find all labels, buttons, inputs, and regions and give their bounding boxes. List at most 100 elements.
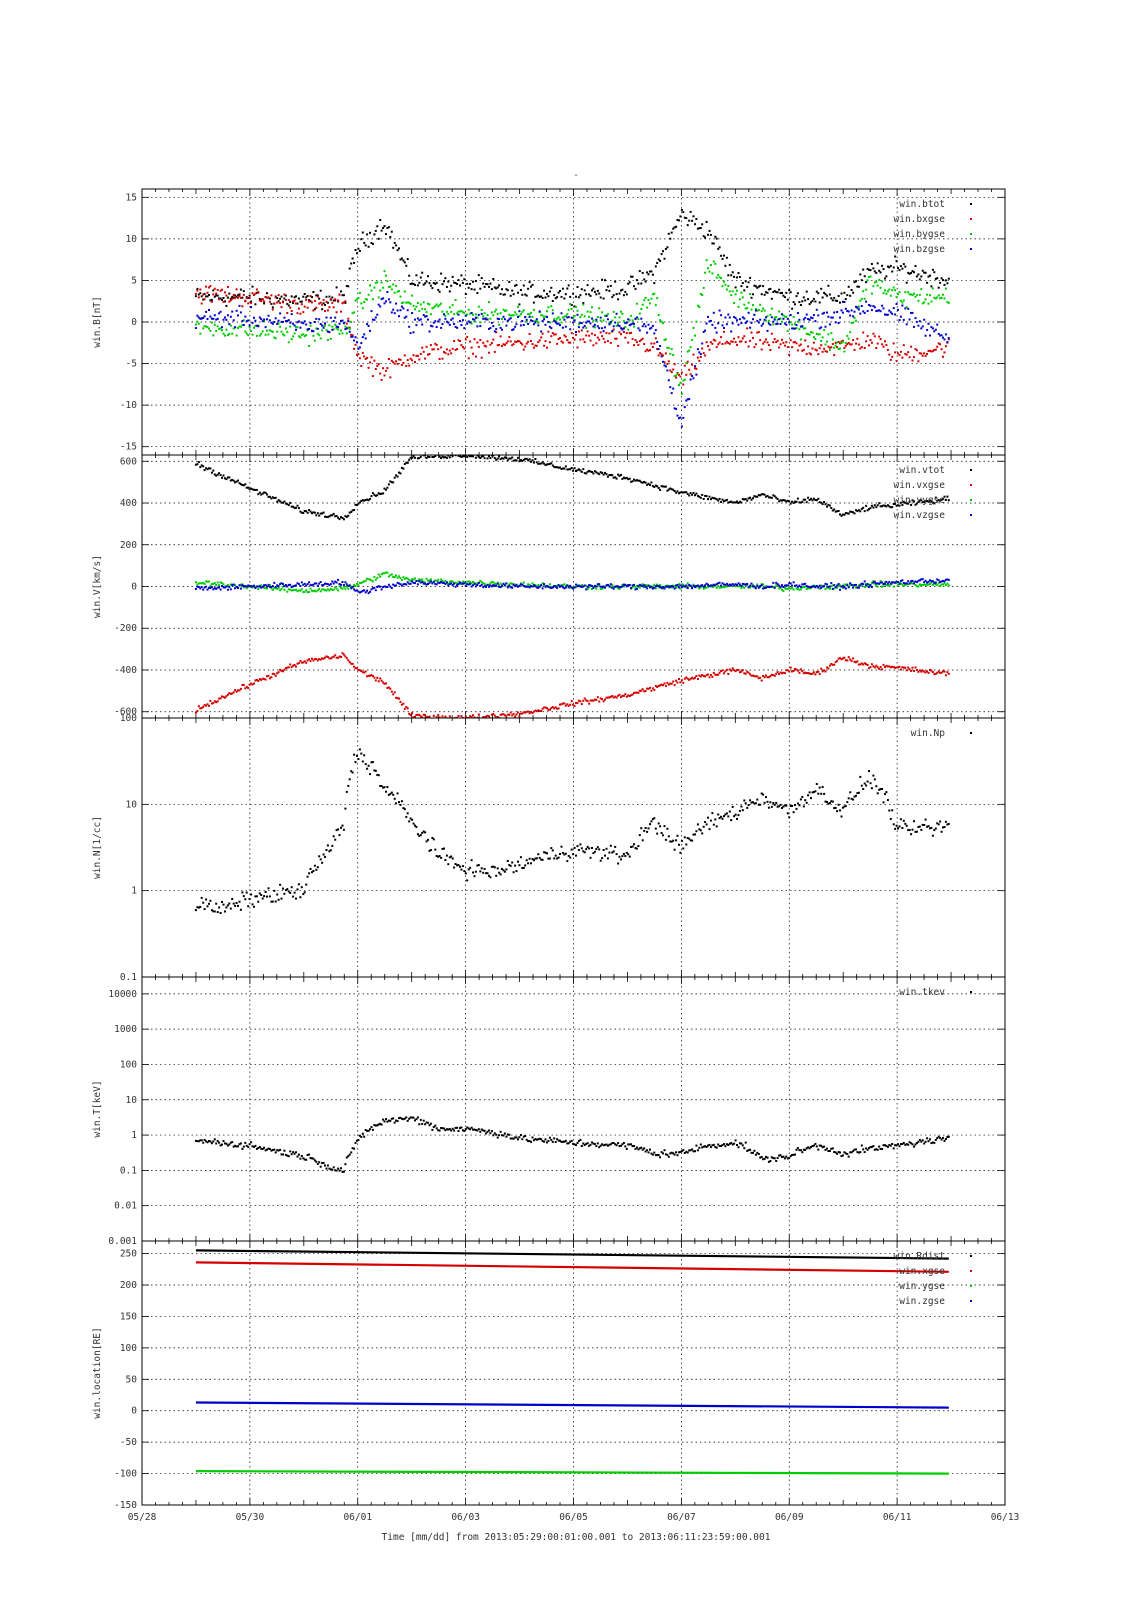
data-point bbox=[728, 342, 731, 345]
data-point bbox=[624, 325, 627, 328]
data-point bbox=[216, 473, 219, 476]
data-point bbox=[725, 340, 728, 343]
data-point bbox=[857, 343, 860, 346]
y-axis-label: win.N[1/cc] bbox=[92, 816, 103, 879]
data-point bbox=[389, 687, 392, 690]
data-point bbox=[502, 308, 505, 311]
data-point bbox=[338, 293, 341, 296]
data-point bbox=[279, 883, 282, 886]
data-point bbox=[933, 296, 936, 299]
data-point bbox=[826, 666, 828, 669]
data-point bbox=[863, 275, 866, 278]
data-point bbox=[228, 332, 231, 335]
data-point bbox=[910, 582, 913, 584]
data-point bbox=[389, 585, 392, 588]
data-point bbox=[873, 335, 876, 338]
data-point bbox=[385, 233, 387, 236]
data-point bbox=[437, 578, 440, 581]
data-point bbox=[907, 351, 910, 354]
data-point bbox=[250, 306, 253, 309]
data-point bbox=[886, 290, 889, 293]
data-point bbox=[441, 848, 444, 850]
series-win-vxgse bbox=[194, 652, 950, 718]
data-point bbox=[354, 299, 357, 302]
data-point bbox=[528, 712, 531, 715]
data-point bbox=[667, 488, 670, 491]
data-point bbox=[840, 292, 843, 295]
data-point bbox=[782, 590, 785, 592]
data-point bbox=[395, 696, 398, 699]
data-point bbox=[718, 581, 721, 584]
data-point bbox=[870, 586, 873, 588]
data-point bbox=[438, 318, 441, 321]
data-point bbox=[827, 667, 830, 670]
data-point bbox=[531, 585, 534, 588]
data-point bbox=[239, 325, 242, 328]
data-point bbox=[767, 322, 770, 325]
data-point bbox=[435, 716, 438, 718]
data-point bbox=[287, 583, 290, 586]
data-point bbox=[575, 305, 577, 308]
data-point bbox=[347, 584, 350, 587]
legend-marker bbox=[970, 248, 972, 250]
data-point bbox=[763, 585, 766, 588]
data-point bbox=[667, 347, 670, 350]
data-point bbox=[354, 336, 357, 339]
data-point bbox=[321, 584, 324, 587]
data-point bbox=[682, 416, 685, 419]
data-point bbox=[595, 342, 598, 345]
data-point bbox=[715, 237, 718, 240]
data-point bbox=[879, 666, 882, 669]
data-point bbox=[519, 289, 522, 291]
data-point bbox=[666, 246, 669, 249]
data-point bbox=[589, 311, 592, 314]
data-point bbox=[666, 346, 669, 349]
data-point bbox=[915, 320, 918, 323]
data-point bbox=[509, 317, 512, 320]
data-point bbox=[476, 341, 479, 344]
data-point bbox=[361, 499, 364, 502]
data-point bbox=[630, 480, 633, 483]
data-point bbox=[872, 665, 875, 668]
data-point bbox=[691, 676, 694, 679]
data-point bbox=[599, 296, 602, 299]
data-point bbox=[566, 313, 569, 316]
data-point bbox=[791, 327, 794, 330]
data-point bbox=[570, 332, 573, 335]
data-point bbox=[296, 504, 299, 507]
data-point bbox=[904, 582, 907, 585]
data-point bbox=[385, 274, 387, 277]
data-point bbox=[318, 514, 321, 517]
data-point bbox=[815, 290, 818, 293]
data-point bbox=[305, 510, 308, 513]
data-point bbox=[773, 586, 776, 589]
data-point bbox=[302, 893, 305, 896]
data-point bbox=[630, 587, 633, 589]
data-point bbox=[358, 581, 361, 584]
data-point bbox=[791, 584, 794, 587]
data-point bbox=[228, 586, 231, 588]
data-point bbox=[459, 310, 461, 313]
data-point bbox=[593, 334, 596, 337]
data-point bbox=[680, 583, 683, 586]
data-point bbox=[718, 671, 721, 674]
data-point bbox=[260, 584, 263, 587]
data-point bbox=[617, 694, 620, 697]
data-point bbox=[895, 296, 898, 298]
data-point bbox=[498, 344, 501, 346]
data-point bbox=[348, 778, 351, 781]
data-point bbox=[379, 493, 382, 495]
data-point bbox=[622, 320, 625, 323]
data-point bbox=[316, 512, 319, 515]
data-point bbox=[308, 345, 311, 347]
data-point bbox=[224, 477, 226, 480]
data-point bbox=[561, 584, 564, 587]
data-point bbox=[508, 280, 511, 283]
data-point bbox=[326, 583, 329, 586]
data-point bbox=[283, 293, 286, 296]
data-point bbox=[482, 586, 485, 589]
data-point bbox=[463, 582, 466, 585]
data-point bbox=[669, 584, 672, 587]
data-point bbox=[322, 583, 325, 586]
data-point bbox=[689, 373, 692, 376]
